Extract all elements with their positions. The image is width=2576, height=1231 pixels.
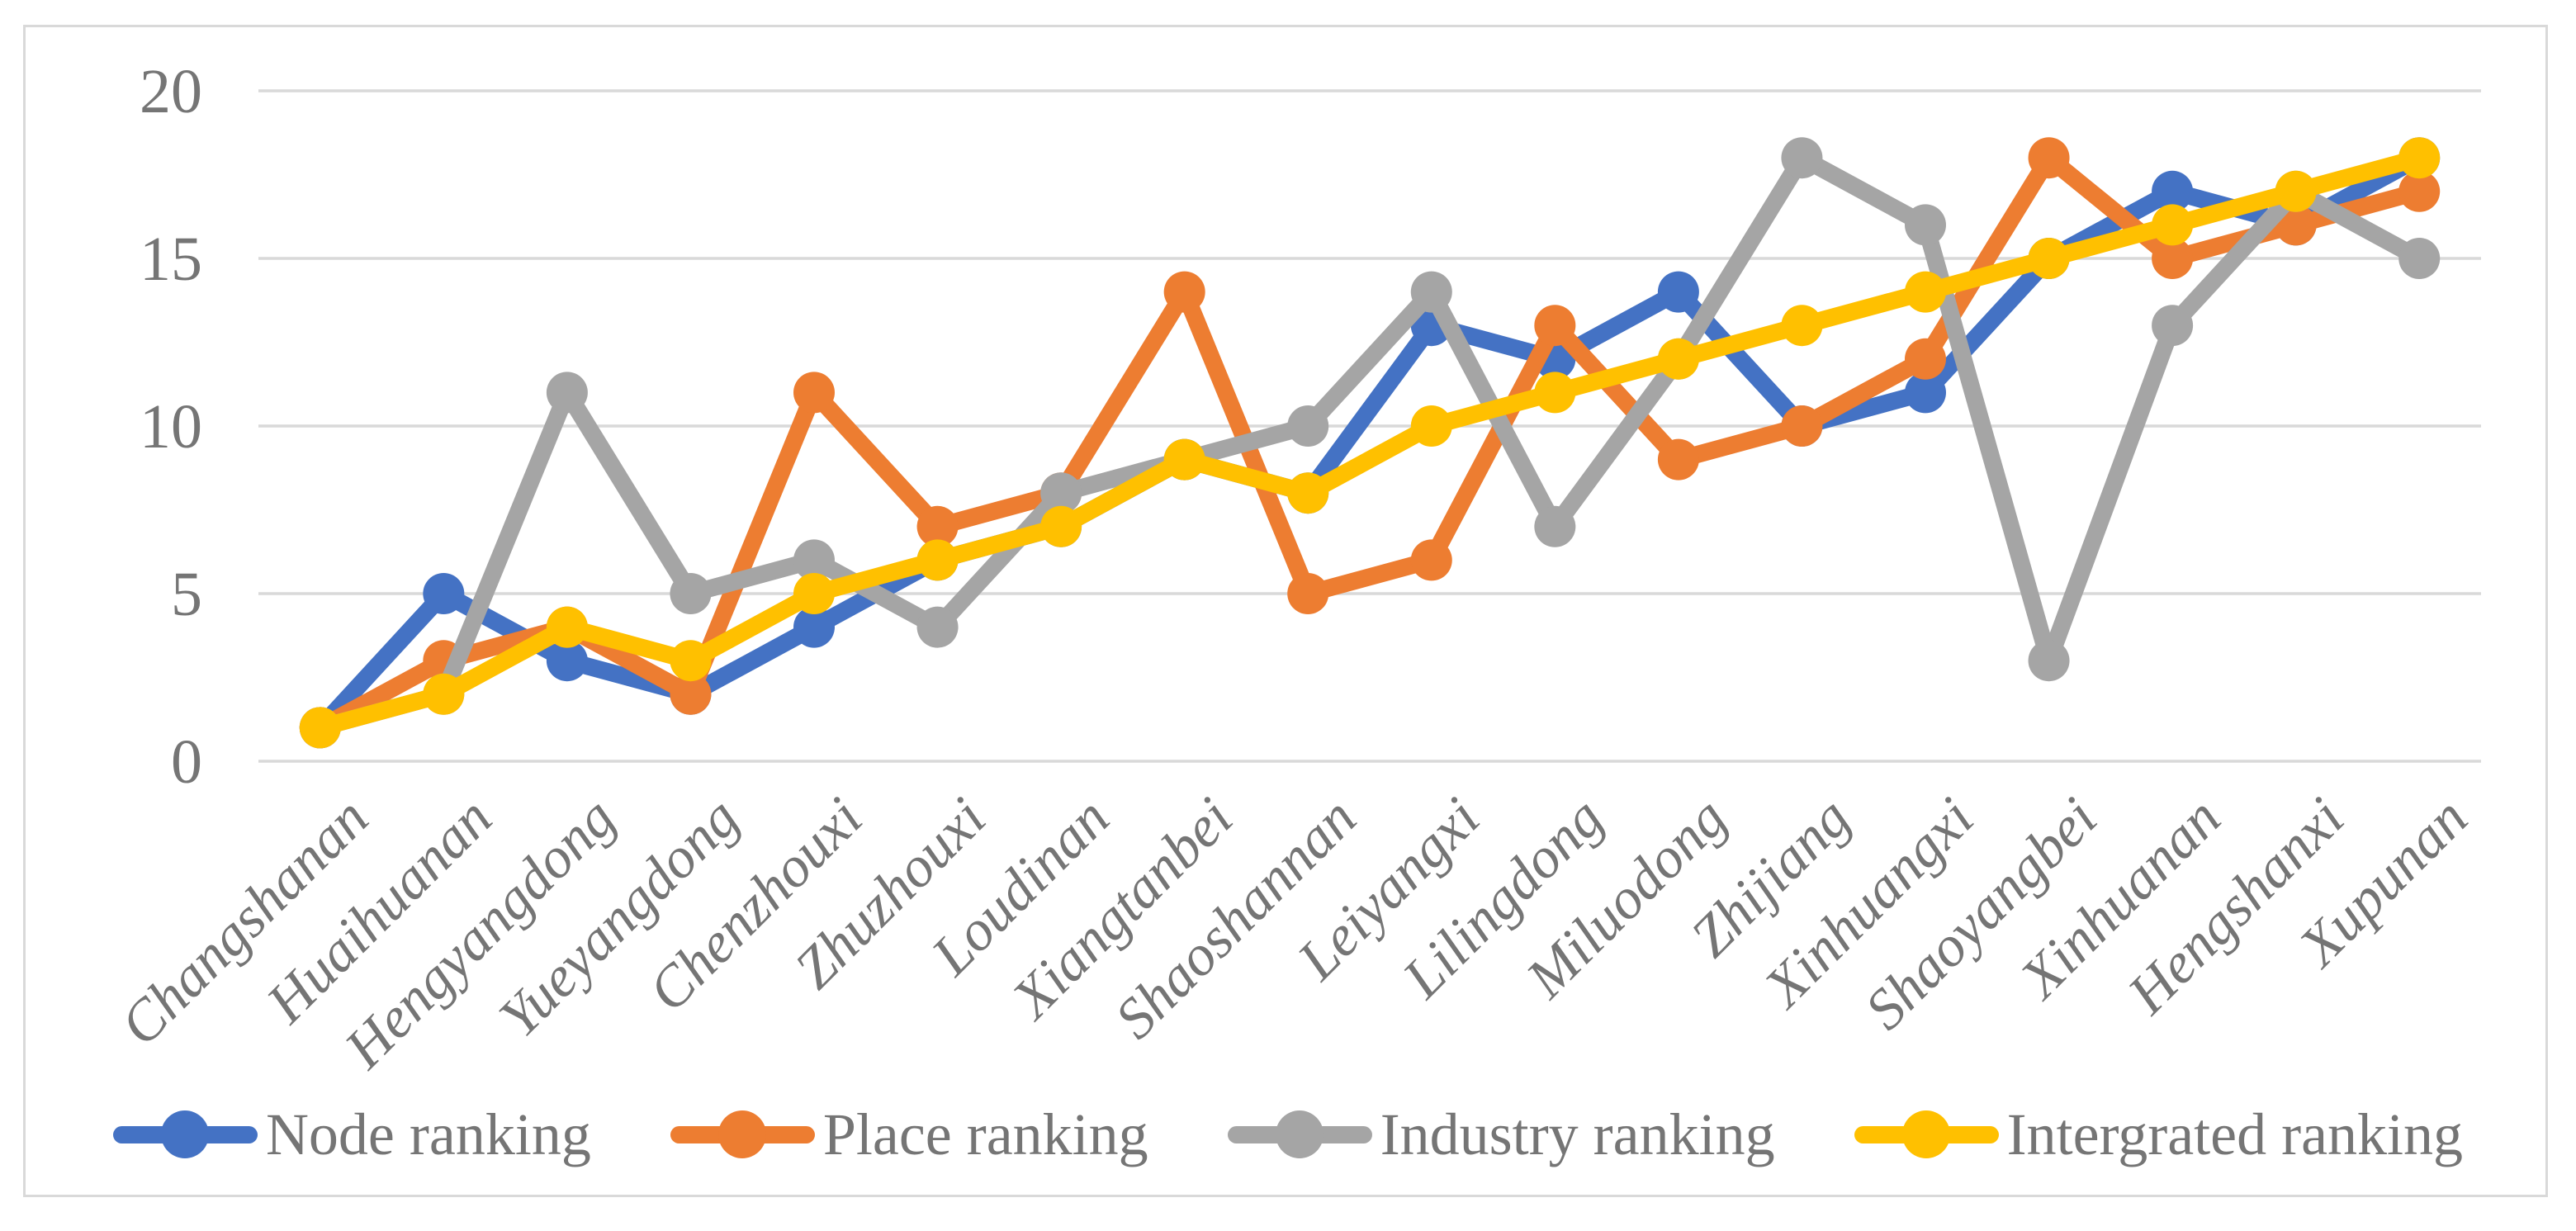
series-line-industry-ranking[interactable] (311, 149, 2428, 736)
data-point-node-ranking-xinhuanan[interactable] (2152, 170, 2194, 212)
data-point-node-ranking-huaihuanan[interactable] (423, 573, 465, 614)
data-point-industry-ranking-xinhuanan[interactable] (2152, 305, 2194, 347)
data-point-place-ranking-zhuzhouxi[interactable] (916, 505, 959, 547)
legend-item-industry-ranking[interactable]: Industry ranking (1227, 1101, 1775, 1167)
data-point-node-ranking-hengyangdong[interactable] (546, 640, 588, 682)
data-point-industry-ranking-hengyangdong[interactable] (546, 372, 588, 414)
data-point-node-ranking-miluodong[interactable] (1657, 271, 1699, 313)
data-point-intergrated-ranking-xinhuanan[interactable] (2152, 204, 2194, 246)
data-point-industry-ranking-xinhuangxi[interactable] (1905, 204, 1946, 246)
data-point-industry-ranking-leiyangxi[interactable] (1410, 271, 1452, 313)
legend-marker-place-ranking (670, 1110, 815, 1158)
legend-label-place-ranking: Place ranking (822, 1101, 1148, 1167)
legend-label-node-ranking: Node ranking (265, 1101, 591, 1167)
y-axis-tick-5: 5 (171, 560, 202, 629)
data-point-intergrated-ranking-lilingdong[interactable] (1534, 372, 1576, 414)
data-point-place-ranking-xinhuanan[interactable] (2152, 238, 2194, 279)
legend-item-node-ranking[interactable]: Node ranking (112, 1101, 591, 1167)
data-point-intergrated-ranking-changshanan[interactable] (299, 707, 341, 749)
data-point-place-ranking-chenzhouxi[interactable] (793, 372, 835, 414)
data-point-place-ranking-xiangtanbei[interactable] (1163, 271, 1205, 313)
data-point-intergrated-ranking-xiangtanbei[interactable] (1163, 438, 1205, 481)
data-point-industry-ranking-lilingdong[interactable] (1534, 505, 1576, 547)
y-axis-tick-0: 0 (171, 727, 202, 797)
series-line-place-ranking[interactable] (311, 149, 2428, 736)
data-point-node-ranking-xinhuangxi[interactable] (1905, 372, 1946, 414)
data-point-place-ranking-xupunan[interactable] (2398, 170, 2441, 212)
data-point-intergrated-ranking-chenzhouxi[interactable] (793, 573, 835, 614)
legend-marker-node-ranking (112, 1110, 258, 1158)
data-point-place-ranking-xinhuangxi[interactable] (1905, 338, 1946, 380)
data-point-intergrated-ranking-miluodong[interactable] (1657, 338, 1699, 380)
data-point-intergrated-ranking-hengyangdong[interactable] (546, 606, 588, 648)
y-axis-tick-15: 15 (140, 225, 202, 294)
data-point-intergrated-ranking-zhuzhouxi[interactable] (916, 539, 959, 581)
data-point-industry-ranking-shaoshannan[interactable] (1287, 405, 1329, 447)
legend-label-intergrated-ranking: Intergrated ranking (2006, 1101, 2464, 1167)
y-axis-tick-20: 20 (140, 57, 202, 126)
data-point-intergrated-ranking-loudinan[interactable] (1040, 505, 1082, 547)
legend-item-intergrated-ranking[interactable]: Intergrated ranking (1854, 1105, 2463, 1164)
data-point-industry-ranking-shaoyangbei[interactable] (2028, 640, 2070, 682)
data-point-place-ranking-shaoshannan[interactable] (1287, 573, 1329, 614)
legend-label-industry-ranking: Industry ranking (1380, 1101, 1775, 1167)
data-point-industry-ranking-xupunan[interactable] (2398, 238, 2441, 279)
legend-marker-dot-place-ranking (718, 1110, 767, 1158)
data-point-place-ranking-zhijiang[interactable] (1781, 405, 1823, 447)
data-point-intergrated-ranking-xinhuangxi[interactable] (1905, 271, 1946, 313)
data-point-industry-ranking-yueyangdong[interactable] (670, 573, 712, 614)
chart-legend: Node ranking Place ranking Industry rankin… (0, 1105, 2576, 1164)
legend-marker-intergrated-ranking (1854, 1110, 1999, 1158)
legend-item-place-ranking[interactable]: Place ranking (670, 1105, 1148, 1164)
data-point-place-ranking-yueyangdong[interactable] (670, 673, 712, 715)
data-point-intergrated-ranking-hengshanxi[interactable] (2275, 170, 2317, 212)
data-point-node-ranking-chenzhouxi[interactable] (793, 606, 835, 648)
data-point-intergrated-ranking-huaihuanan[interactable] (423, 673, 465, 715)
data-point-industry-ranking-loudinan[interactable] (1040, 472, 1082, 514)
data-point-intergrated-ranking-leiyangxi[interactable] (1410, 405, 1452, 447)
data-point-place-ranking-shaoyangbei[interactable] (2028, 137, 2070, 179)
legend-marker-dot-intergrated-ranking (1902, 1110, 1951, 1158)
legend-marker-dot-node-ranking (161, 1110, 210, 1158)
legend-marker-dot-industry-ranking (1276, 1110, 1324, 1158)
data-point-place-ranking-leiyangxi[interactable] (1410, 539, 1452, 581)
series-line-intergrated-ranking[interactable] (311, 149, 2428, 736)
data-point-industry-ranking-zhuzhouxi[interactable] (916, 606, 959, 648)
data-point-intergrated-ranking-zhijiang[interactable] (1781, 305, 1823, 347)
data-point-place-ranking-miluodong[interactable] (1657, 438, 1699, 481)
data-point-industry-ranking-zhijiang[interactable] (1781, 137, 1823, 179)
data-point-intergrated-ranking-shaoyangbei[interactable] (2028, 238, 2070, 279)
data-point-intergrated-ranking-yueyangdong[interactable] (670, 640, 712, 682)
legend-marker-industry-ranking (1227, 1110, 1372, 1158)
data-point-intergrated-ranking-xupunan[interactable] (2398, 137, 2441, 179)
y-axis-tick-10: 10 (140, 392, 202, 462)
data-point-industry-ranking-chenzhouxi[interactable] (793, 539, 835, 581)
data-point-place-ranking-lilingdong[interactable] (1534, 305, 1576, 347)
data-point-intergrated-ranking-shaoshannan[interactable] (1287, 472, 1329, 514)
